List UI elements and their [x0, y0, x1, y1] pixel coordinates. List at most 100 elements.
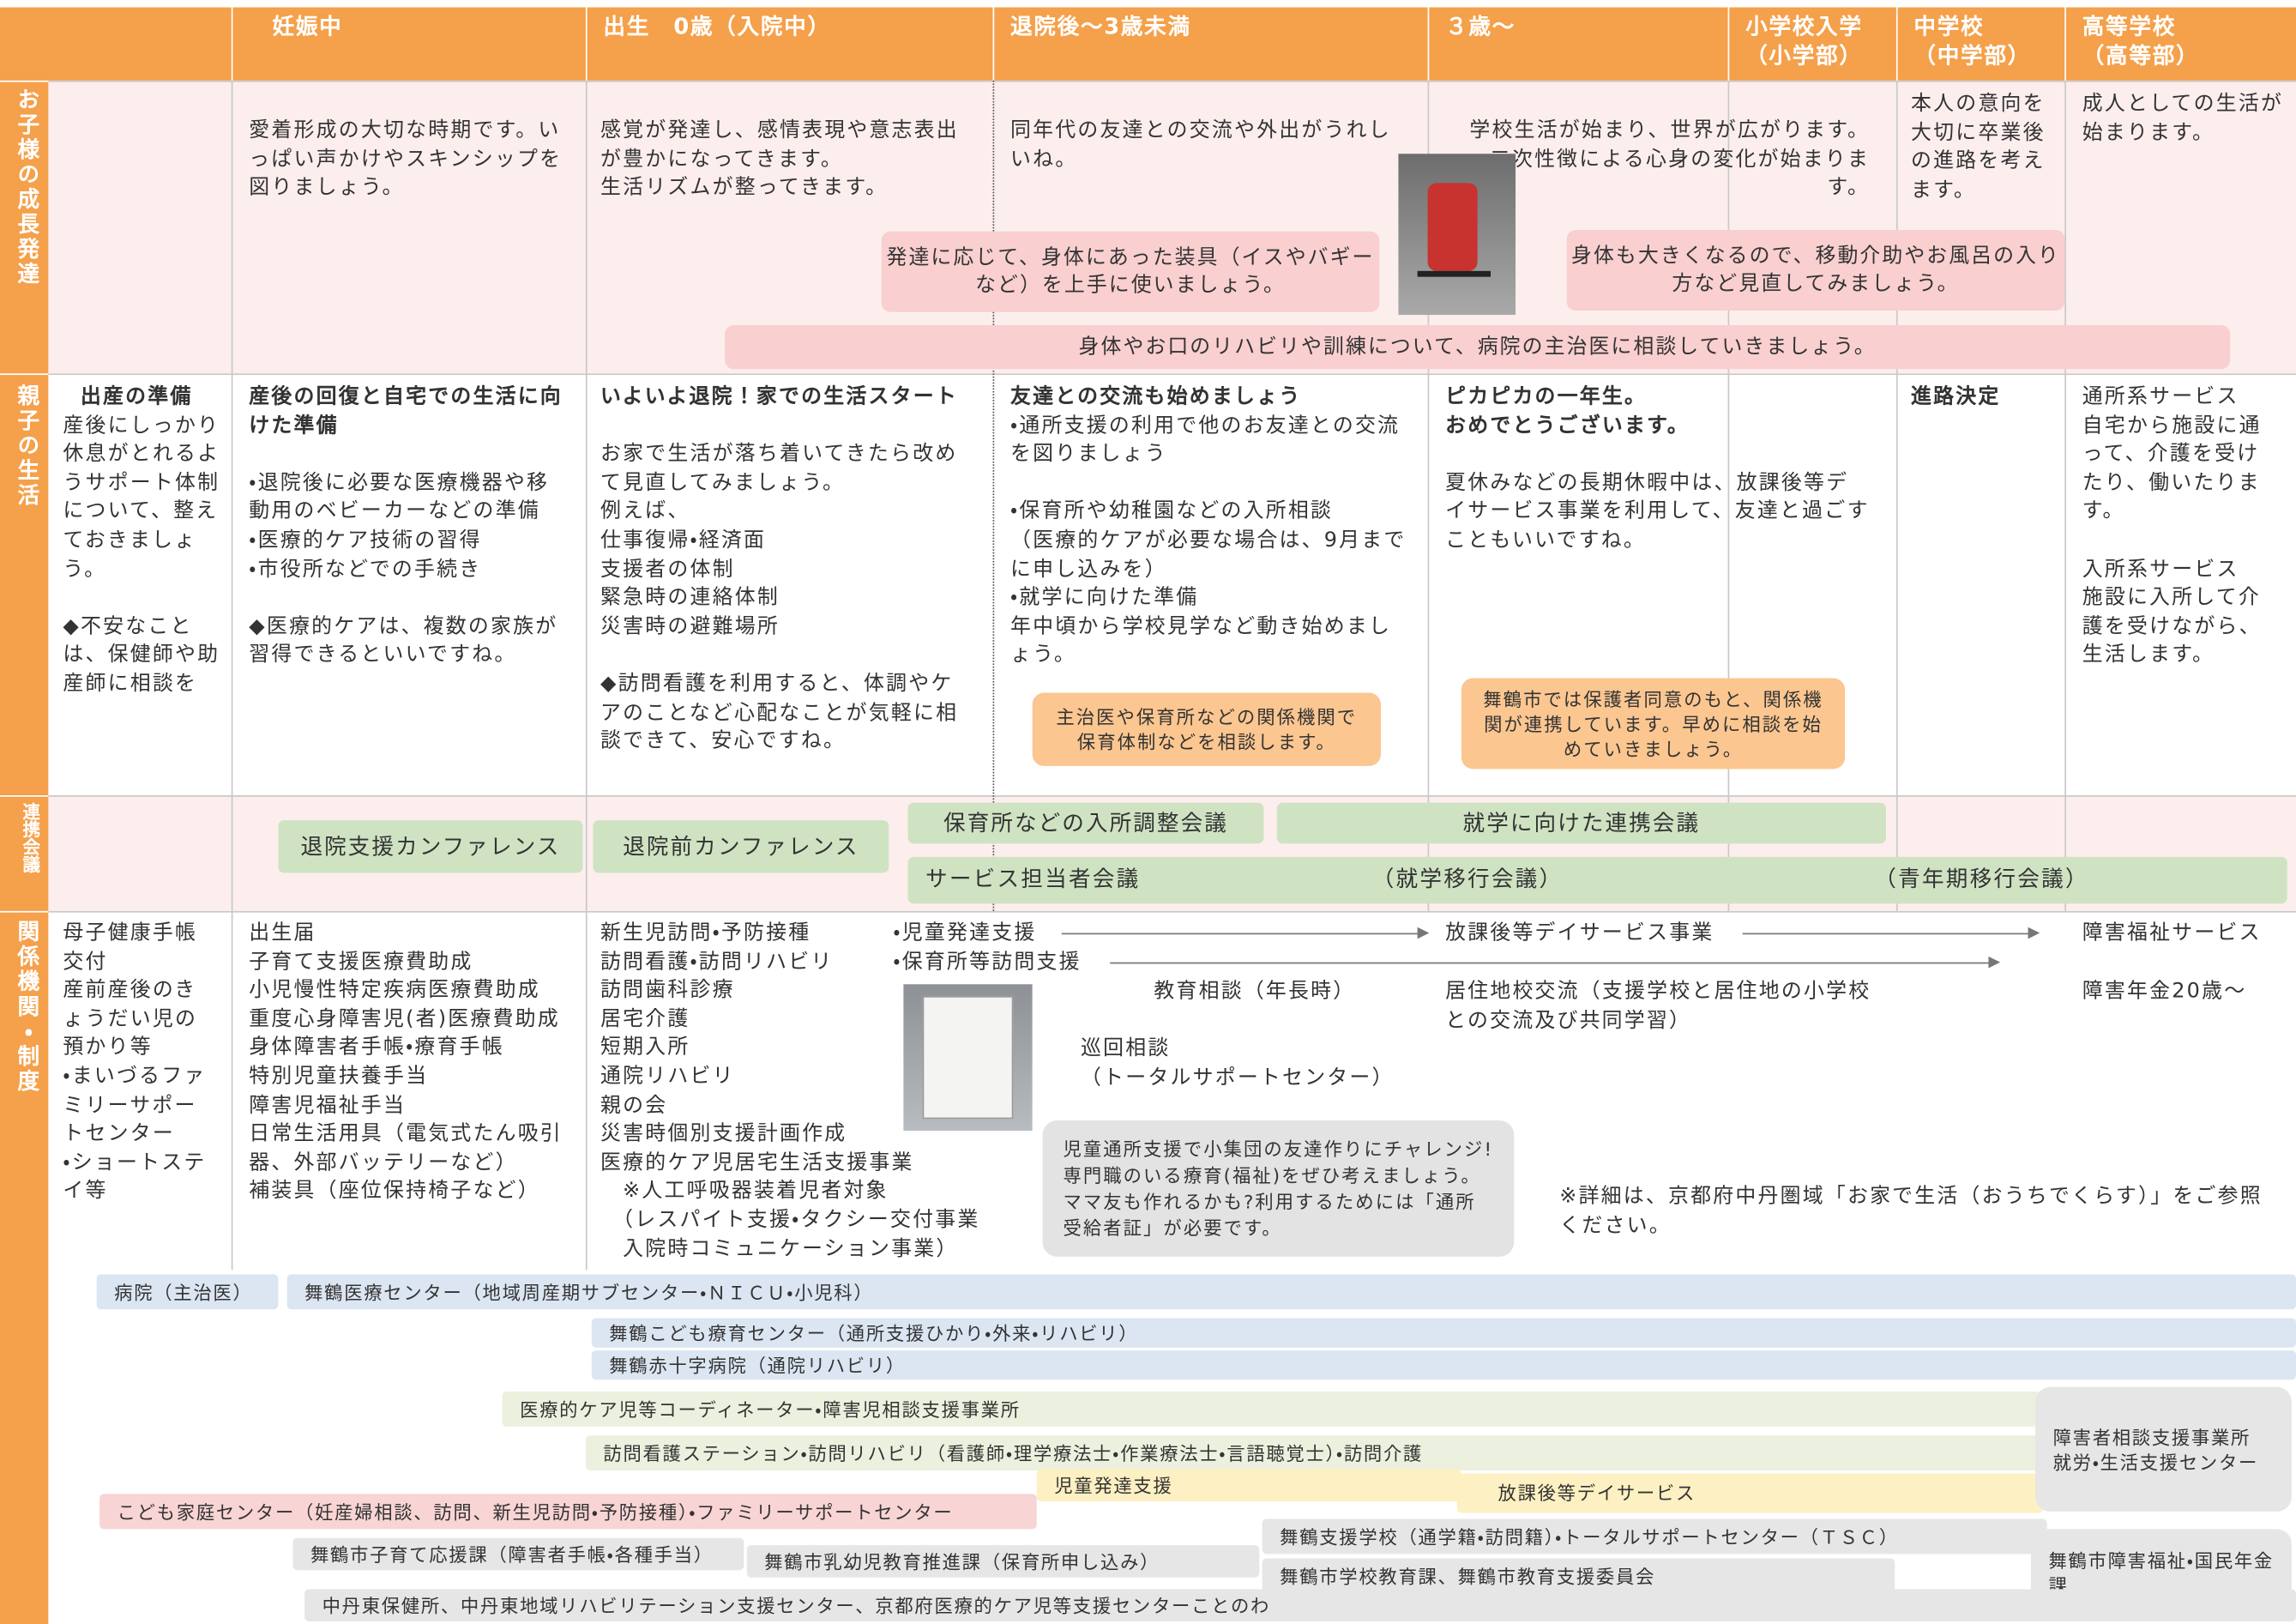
service-text: 居住地校交流（支援学校と居住地の小学校との交流及び共同学習） — [1445, 980, 1871, 1032]
agency-bar: 訪問看護ステーション・訪問リハビリ（看護師・理学療法士・作業療法士・言語聴覚士）… — [585, 1435, 2040, 1471]
header-band — [0, 7, 2296, 81]
col-rule — [1727, 80, 1730, 911]
life-cell: ピカピカの一年生。 おめでとうございます。夏休みなどの長期休暇中は、放課後等デイ… — [1445, 383, 1870, 556]
life-body: 通所系サービス 自宅から施設に通って、介護を受けたり、働いたります。 入所系サー… — [2082, 385, 2262, 667]
agency-bar: 舞鶴支援学校（通学籍・訪問籍）・トータルサポートセンター（ＴＳＣ） — [1262, 1518, 2047, 1555]
arrow-head — [1417, 927, 1430, 939]
col-rule — [1895, 7, 1898, 81]
life-cell: 産後の回復と自宅での生活に向けた準備・退院後に必要な医療機器や移動用のベビーカー… — [249, 383, 568, 671]
row-label-bg — [0, 373, 49, 796]
agency-bar: こども家庭センター（妊産婦相談、訪問、新生児訪問・予防接種）・ファミリーサポート… — [99, 1494, 1037, 1530]
row-label: 親子の生活 — [15, 383, 41, 509]
col-rule — [231, 80, 233, 911]
life-title: 出産の準備 — [80, 385, 193, 409]
certificate-paper — [922, 995, 1014, 1120]
agency-list: 出生届 子育て支援医療費助成 小児慢性特定疾病医療費助成 重度心身障害児(者)医… — [249, 921, 563, 1204]
growth-note: 身体も大きくなるので、移動介助やお風呂の入り方など見直してみましょう。 — [1566, 230, 2065, 311]
life-cell: 進路決定 — [1911, 383, 2058, 412]
column-header: 出生 0歳（入院中） — [603, 13, 831, 40]
row-rule — [48, 373, 2296, 376]
column-header: 中学校 （中学部） — [1913, 13, 2032, 69]
row-label: 関係機関・制度 — [15, 920, 41, 1095]
stroller-frame — [1417, 270, 1491, 277]
meeting-bar: 退院前カンファレンス — [593, 820, 889, 873]
col-rule — [1895, 80, 1898, 911]
life-note: 主治医や保育所などの関係機関で保育体制などを相談します。 — [1032, 692, 1381, 766]
col-rule — [231, 910, 233, 1271]
row-label: お子様の成長発達 — [15, 88, 41, 287]
arrow-line — [1061, 933, 1419, 935]
agency-bar: 児童発達支援 — [1036, 1469, 1461, 1501]
agency-bar: 舞鶴医療センター（地域周産期サブセンター・ＮＩＣＵ・小児科） — [286, 1274, 2296, 1310]
life-body: 夏休みなどの長期休暇中は、放課後等デイサービス事業を利用して、友達と過ごすことも… — [1445, 471, 1870, 552]
service-text: 障害年金20歳〜 — [2082, 980, 2247, 1004]
col-rule — [1427, 80, 1430, 911]
life-body: お家で生活が落ち着いてきたら改めて見直してみましょう。 例えば、 仕事復帰・経済… — [600, 442, 959, 753]
col-rule — [585, 80, 588, 911]
agency-bar: 中丹東保健所、中丹東地域リハビリテーション支援センター、京都府医療的ケア児等支援… — [304, 1589, 2296, 1621]
agency-bar: 舞鶴市乳幼児教育推進課（保育所申し込み） — [746, 1545, 1260, 1578]
growth-text: 同年代の友達との交流や外出がうれしいね。 — [1010, 118, 1391, 172]
growth-text: 感覚が発達し、感情表現や意志表出が豊かになってきます。 生活リズムが整ってきます… — [600, 118, 959, 200]
agency-bar: 舞鶴市学校教育課、舞鶴市教育支援委員会 — [1262, 1558, 1895, 1594]
row-label-bg — [0, 910, 49, 1624]
agency-list: 新生児訪問・予防接種 訪問看護・訪問リハビリ 訪問歯科診療 居宅介護 短期入所 … — [600, 921, 980, 1261]
meeting-label: サービス担当者会議 — [925, 865, 1141, 892]
meeting-bar: 退院支援カンファレンス — [278, 820, 583, 873]
agency-bar: 舞鶴赤十字病院（通院リハビリ） — [591, 1350, 2296, 1380]
col-rule — [2064, 7, 2066, 81]
meeting-bar: 保育所などの入所調整会議 — [907, 802, 1264, 844]
arrow-head — [1988, 956, 2001, 969]
col-rule — [585, 7, 588, 81]
meeting-label: （青年期移行会議） — [1874, 865, 2089, 892]
arrow-head — [2028, 927, 2040, 939]
row-label-bg — [0, 795, 49, 911]
col-rule — [992, 80, 995, 911]
service-text: 障害福祉サービス — [2082, 921, 2262, 945]
growth-text: 学校生活が始まり、世界が広がります。 ・二次性徴による心身の変化が始まります。 — [1469, 118, 1871, 200]
life-note: 舞鶴市では保護者同意のもと、関係機関が連携しています。早めに相談を始めていきまし… — [1461, 678, 1846, 770]
row-rule — [48, 910, 2296, 913]
agency-note: ※詳細は、京都府中丹圏域「お家で生活（おうちでくらす）」をご参照ください。 — [1559, 1185, 2263, 1237]
service-text: 放課後等デイサービス事業 — [1445, 921, 1714, 945]
meeting-label: （就学移行会議） — [1371, 865, 1564, 892]
growth-text: 本人の意向を大切に卒業後の進路を考えます。 — [1910, 92, 2046, 202]
service-text: 教育相談（年長時） — [1154, 980, 1356, 1004]
life-cell: 友達との交流も始めましょう ・通所支援の利用で他のお友達との交流を図りましょう ・… — [1010, 383, 1408, 671]
agency-bar: 障害者相談支援事業所 就労・生活支援センター — [2035, 1386, 2292, 1512]
growth-note: 発達に応じて、身体にあった装具（イスやバギーなど）を上手に使いましょう。 — [881, 231, 1380, 312]
meeting-bar: 就学に向けた連携会議 — [1276, 802, 1886, 844]
col-rule — [2064, 80, 2066, 911]
col-rule — [1427, 7, 1430, 81]
life-cell: 出産の準備産後にしっかり休息がとれるようサポート体制について、整えておきましょう… — [63, 383, 224, 699]
col-rule — [585, 910, 588, 1271]
life-body: ・通所支援の利用で他のお友達との交流を図りましょう ・保育所や幼稚園などの入所相… — [1010, 414, 1407, 667]
life-body: 産後にしっかり休息がとれるようサポート体制について、整えておきましょう。 ◆不安… — [63, 414, 220, 696]
life-body: ・退院後に必要な医療機器や移動用のベビーカーなどの準備 ・医療的ケア技術の習得 … — [249, 471, 558, 667]
growth-text: 成人としての生活が始まります。 — [2082, 92, 2284, 145]
agency-callout: 児童通所支援で小集団の友達作りにチャレンジ!専門職のいる療育(福祉)をぜひ考えま… — [1042, 1120, 1515, 1257]
agency-bar: 病院（主治医） — [96, 1274, 279, 1310]
growth-note: 身体やお口のリハビリや訓練について、病院の主治医に相談していきましょう。 — [725, 325, 2231, 370]
row-bg — [48, 80, 2296, 374]
life-title: いよいよ退院！家での生活スタート — [600, 385, 958, 409]
row-label: 連携会議 — [20, 802, 41, 873]
service-text: 巡回相談 （トータルサポートセンター） — [1080, 1036, 1395, 1090]
agency-bar: 舞鶴こども療育センター（通所支援ひかり・外来・リハビリ） — [591, 1318, 2296, 1348]
col-rule — [992, 7, 995, 81]
service-text: ・保育所等訪問支援 — [893, 951, 1082, 975]
column-header: 退院後〜3歳未満 — [1010, 13, 1191, 40]
col-rule — [231, 7, 233, 81]
column-header: 高等学校 （高等部） — [2082, 13, 2200, 69]
column-header: 小学校入学 （小学部） — [1745, 13, 1863, 69]
col-rule — [1727, 7, 1730, 81]
life-title: ピカピカの一年生。 おめでとうございます。 — [1445, 385, 1690, 438]
life-cell: いよいよ退院！家での生活スタートお家で生活が落ち着いてきたら改めて見直してみまし… — [600, 383, 973, 757]
life-title: 産後の回復と自宅での生活に向けた準備 — [249, 385, 563, 438]
meeting-band — [907, 856, 2287, 904]
header-rule — [0, 0, 2296, 8]
stroller-seat — [1427, 183, 1478, 271]
